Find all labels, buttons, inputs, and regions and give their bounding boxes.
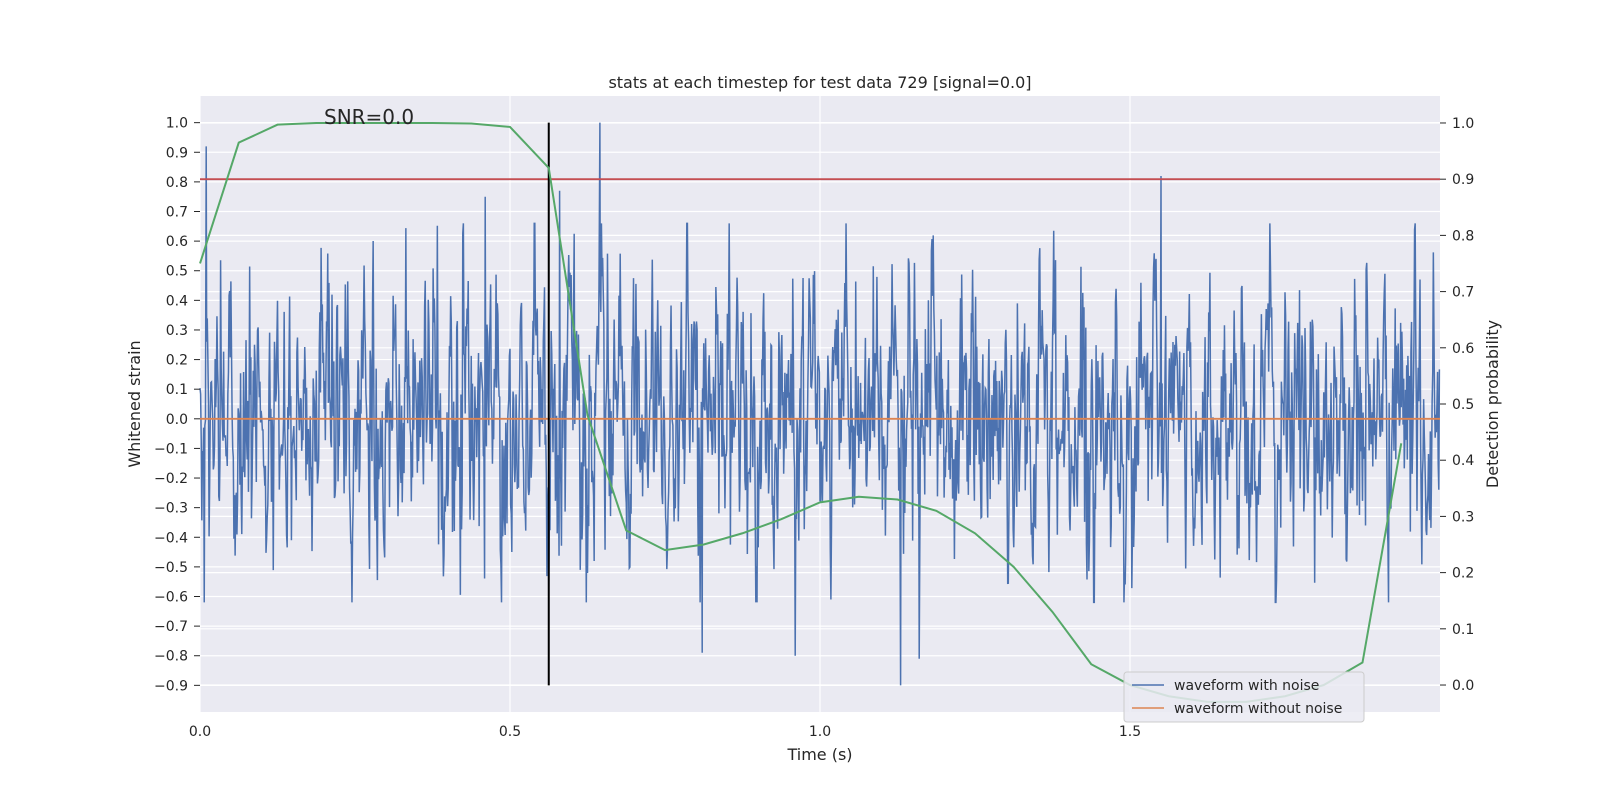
y-right-tick-label: 0.7: [1452, 285, 1474, 301]
legend: waveform with noise waveform without noi…: [1123, 671, 1365, 723]
y-left-tick-label: 0.1: [166, 382, 188, 398]
y-right-tick-label: 0.5: [1452, 397, 1474, 413]
y-right-axis-label: Detection probability: [1483, 320, 1502, 488]
chart-title: stats at each timestep for test data 729…: [608, 73, 1031, 92]
y-right-tick-label: 0.0: [1452, 678, 1474, 694]
x-axis-ticks: 0.0 0.5 1.0 1.5: [189, 724, 1141, 740]
y-left-tick-label: 0.9: [166, 145, 188, 161]
legend-label-noise: waveform with noise: [1174, 678, 1319, 694]
y-left-tick-label: −0.7: [154, 619, 188, 635]
y-right-tick-label: 0.2: [1452, 566, 1474, 582]
legend-label-clean: waveform without noise: [1174, 701, 1342, 717]
y-left-tick-label: −0.6: [154, 590, 188, 606]
y-left-tick-label: 0.5: [166, 264, 188, 280]
y-left-tick-label: −0.8: [154, 649, 188, 665]
y-left-tick-label: −0.1: [154, 441, 188, 457]
y-right-tick-label: 0.6: [1452, 341, 1474, 357]
y-left-tick-label: 0.0: [166, 412, 188, 428]
y-left-tick-label: −0.4: [154, 530, 188, 546]
waveform-with-noise-line: [199, 122, 1441, 686]
x-tick-label: 1.5: [1119, 724, 1141, 740]
noise-series: [199, 122, 1441, 686]
y-left-tick-label: −0.3: [154, 501, 188, 517]
legend-box: [1123, 671, 1365, 723]
x-axis-label: Time (s): [786, 745, 852, 764]
y-left-tick-label: 1.0: [166, 116, 188, 132]
y-left-tick-label: 0.4: [166, 293, 188, 309]
y-left-tick-label: 0.8: [166, 175, 188, 191]
y-left-tick-label: −0.2: [154, 471, 188, 487]
y-right-tick-label: 0.8: [1452, 228, 1474, 244]
x-tick-label: 1.0: [809, 724, 831, 740]
y-left-tick-label: 0.2: [166, 353, 188, 369]
y-left-tick-label: 0.6: [166, 234, 188, 250]
y-left-tick-label: −0.9: [154, 678, 188, 694]
y-right-tick-label: 0.9: [1452, 172, 1474, 188]
snr-annotation: SNR=0.0: [324, 105, 414, 129]
x-tick-label: 0.5: [499, 724, 521, 740]
y-left-axis-label: Whitened strain: [125, 340, 144, 467]
x-tick-label: 0.0: [189, 724, 211, 740]
y-left-tick-label: 0.3: [166, 323, 188, 339]
y-right-axis-ticks: 1.0 0.9 0.8 0.7 0.6 0.5 0.4 0.3 0.2 0.1 0.0: [1440, 116, 1474, 694]
y-left-axis-ticks: 1.0 0.9 0.8 0.7 0.6 0.5 0.4 0.3 0.2 0.1 0.0 −0.1 −0.…: [154, 116, 200, 694]
y-left-tick-label: 0.7: [166, 205, 188, 221]
y-right-tick-label: 1.0: [1452, 116, 1474, 132]
y-right-tick-label: 0.1: [1452, 622, 1474, 638]
y-right-tick-label: 0.4: [1452, 453, 1474, 469]
y-right-tick-label: 0.3: [1452, 509, 1474, 525]
y-left-tick-label: −0.5: [154, 560, 188, 576]
